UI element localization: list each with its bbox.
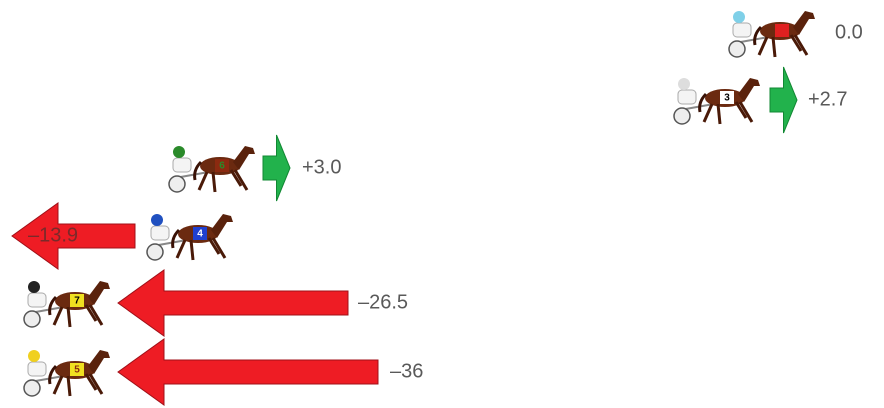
driver-helmet xyxy=(733,11,745,23)
driver xyxy=(150,225,170,241)
driver xyxy=(732,22,752,38)
horse-legs xyxy=(197,169,249,193)
horse-icon: 2 xyxy=(728,11,815,58)
red-arrow xyxy=(117,338,379,406)
horse-number: 7 xyxy=(74,296,80,307)
horse-tail xyxy=(193,160,203,181)
change-label: –13.9 xyxy=(28,224,78,246)
horse-neck xyxy=(233,146,255,170)
driver xyxy=(27,361,47,377)
saddle-cloth xyxy=(215,159,229,172)
saddle-cloth xyxy=(70,294,84,307)
horse-legs xyxy=(52,373,104,397)
horse-tail xyxy=(698,92,708,113)
horse-icon: 7 xyxy=(23,281,110,328)
red-arrow xyxy=(117,269,349,337)
sulky-wheel xyxy=(23,379,41,397)
horse-number: 4 xyxy=(197,229,203,240)
change-label: +2.7 xyxy=(808,88,847,110)
horse-icon: 5 xyxy=(23,350,110,397)
horse-number: 6 xyxy=(219,161,225,172)
sulky-wheel xyxy=(23,310,41,328)
horse-number: 2 xyxy=(779,26,785,37)
horse-neck xyxy=(793,11,815,35)
horse-number: 3 xyxy=(724,93,730,104)
horse-tail xyxy=(753,25,763,46)
horse-legs xyxy=(52,304,104,328)
horse-legs xyxy=(702,101,754,125)
sulky-wheel xyxy=(728,40,746,58)
horse-tail xyxy=(171,228,181,249)
sulky-wheel xyxy=(168,175,186,193)
horse-neck xyxy=(738,78,760,102)
driver xyxy=(172,157,192,173)
sulky-wheel xyxy=(673,107,691,125)
horse-icon: 3 xyxy=(673,78,760,125)
sulky-wheel xyxy=(146,243,164,261)
driver-helmet xyxy=(28,281,40,293)
change-label: –26.5 xyxy=(358,291,408,313)
saddle-cloth xyxy=(193,227,207,240)
driver-helmet xyxy=(28,350,40,362)
red-arrow xyxy=(11,202,136,270)
horse-neck xyxy=(88,350,110,374)
driver-helmet xyxy=(678,78,690,90)
change-label: –36 xyxy=(390,360,423,382)
horse-legs xyxy=(757,34,809,58)
driver xyxy=(677,89,697,105)
horse-tail xyxy=(48,295,58,316)
saddle-cloth xyxy=(70,363,84,376)
horse-neck xyxy=(88,281,110,305)
green-arrow xyxy=(262,134,291,202)
horse-tail xyxy=(48,364,58,385)
horse-number: 5 xyxy=(74,365,80,376)
green-arrow xyxy=(769,66,798,134)
change-label: +3.0 xyxy=(302,156,341,178)
change-label: 0.0 xyxy=(835,21,863,43)
driver xyxy=(27,292,47,308)
horse-icon: 4 xyxy=(146,214,233,261)
saddle-cloth xyxy=(775,24,789,37)
driver-helmet xyxy=(173,146,185,158)
driver-helmet xyxy=(151,214,163,226)
saddle-cloth xyxy=(720,91,734,104)
horse-neck xyxy=(211,214,233,238)
horse-icon: 6 xyxy=(168,146,255,193)
horse-legs xyxy=(175,237,227,261)
